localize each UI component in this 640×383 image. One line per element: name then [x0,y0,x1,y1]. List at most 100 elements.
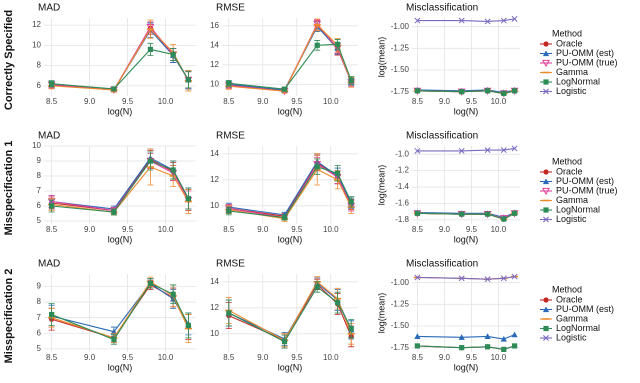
y-tick-label: -1.2 [395,166,409,175]
panel-title: Misclassification [406,3,478,14]
point [414,88,420,94]
legend-label: PU-OMM (est) [556,176,614,186]
x-tick-label: 9.5 [466,97,478,106]
x-axis-label: log(N) [278,106,303,116]
y-tick-label: 12 [210,175,219,184]
panel-title: MAD [38,259,60,270]
x-tick-label: 10.0 [158,225,174,234]
point [500,147,507,154]
point [414,274,421,281]
point [335,41,341,47]
point [511,15,518,22]
x-tick-label: 9.5 [466,225,478,234]
x-tick-label: 8.5 [223,97,235,106]
legend-label: PU-OMM (true) [556,57,618,67]
point [281,214,288,221]
point [226,310,232,316]
point [185,195,191,202]
y-tick-label: 6 [37,201,42,210]
x-tick-label: 10.0 [158,97,174,106]
legend-label: LogNormal [556,76,600,86]
x-tick-label: 10.0 [158,353,174,362]
point [414,210,420,216]
point [314,42,320,48]
x-tick-label: 9.5 [291,225,303,234]
y-tick-label: -1.6 [395,199,409,208]
point [49,311,55,318]
y-tick-label: 10 [210,329,219,338]
point [511,273,518,280]
series-line [228,160,352,216]
y-tick-label: 6 [37,328,42,337]
x-tick-label: 9.0 [84,97,96,106]
point [501,346,507,352]
point [49,81,55,87]
y-tick-label: 8 [37,61,42,70]
legend-label: Gamma [556,195,588,205]
series-line [51,29,189,91]
point [170,291,176,297]
legend-label: Logistic [556,332,587,342]
legend-label: Logistic [556,214,587,224]
point [335,170,341,176]
x-tick-label: 8.5 [46,353,58,362]
y-tick-label: 9 [37,282,42,291]
y-tick-label: 5 [37,216,42,225]
point [484,333,491,339]
point [543,79,549,85]
legend-label: LogNormal [556,204,600,214]
point [170,51,176,58]
x-tick-label: 10.0 [491,225,507,234]
legend-label: PU-OMM (true) [556,185,618,195]
point [147,46,153,53]
y-tick-label: 10 [210,201,219,210]
x-tick-label: 9.0 [84,225,96,234]
point [543,335,549,341]
point [458,334,465,340]
x-tick-label: 9.0 [439,353,451,362]
point [49,203,55,209]
x-axis-label: log(N) [454,106,479,116]
legend-title: Method [552,28,582,38]
point [500,17,507,24]
point [484,276,491,283]
series-line [51,282,189,341]
point [458,17,465,24]
x-tick-label: 8.5 [412,353,424,362]
point [226,208,232,214]
point [458,275,465,282]
y-tick-label: 7 [37,186,42,195]
x-axis-label: log(N) [108,234,133,244]
x-tick-label: 9.0 [439,225,451,234]
x-tick-label: 10.0 [491,97,507,106]
x-tick-label: 9.0 [439,97,451,106]
point [543,169,549,175]
y-axis-label: log(mean) [376,37,386,78]
y-tick-label: 7 [37,313,42,322]
row-label: Correctly Specified [3,10,15,110]
panel-title: MAD [38,131,60,142]
point [543,216,549,223]
point [543,297,549,303]
x-tick-label: 9.0 [257,97,269,106]
point [314,164,320,170]
x-tick-label: 8.5 [223,225,235,234]
point [500,275,507,282]
legend-label: PU-OMM (est) [556,48,614,58]
x-axis-label: log(N) [454,234,479,244]
x-tick-label: 8.5 [46,97,58,106]
legend-title: Method [552,284,582,294]
point [543,207,549,213]
x-axis-label: log(N) [278,234,303,244]
row-label: Misspecification 1 [3,141,15,236]
legend-label: PU-OMM (est) [556,304,614,314]
x-tick-label: 10.0 [323,225,339,234]
point [542,59,550,68]
legend-label: Oracle [556,294,583,304]
point [185,77,191,83]
y-tick-label: 10 [32,40,41,49]
point [414,147,421,154]
panel-title: RMSE [216,259,245,270]
point [111,86,117,92]
x-axis-label: log(N) [278,362,303,372]
